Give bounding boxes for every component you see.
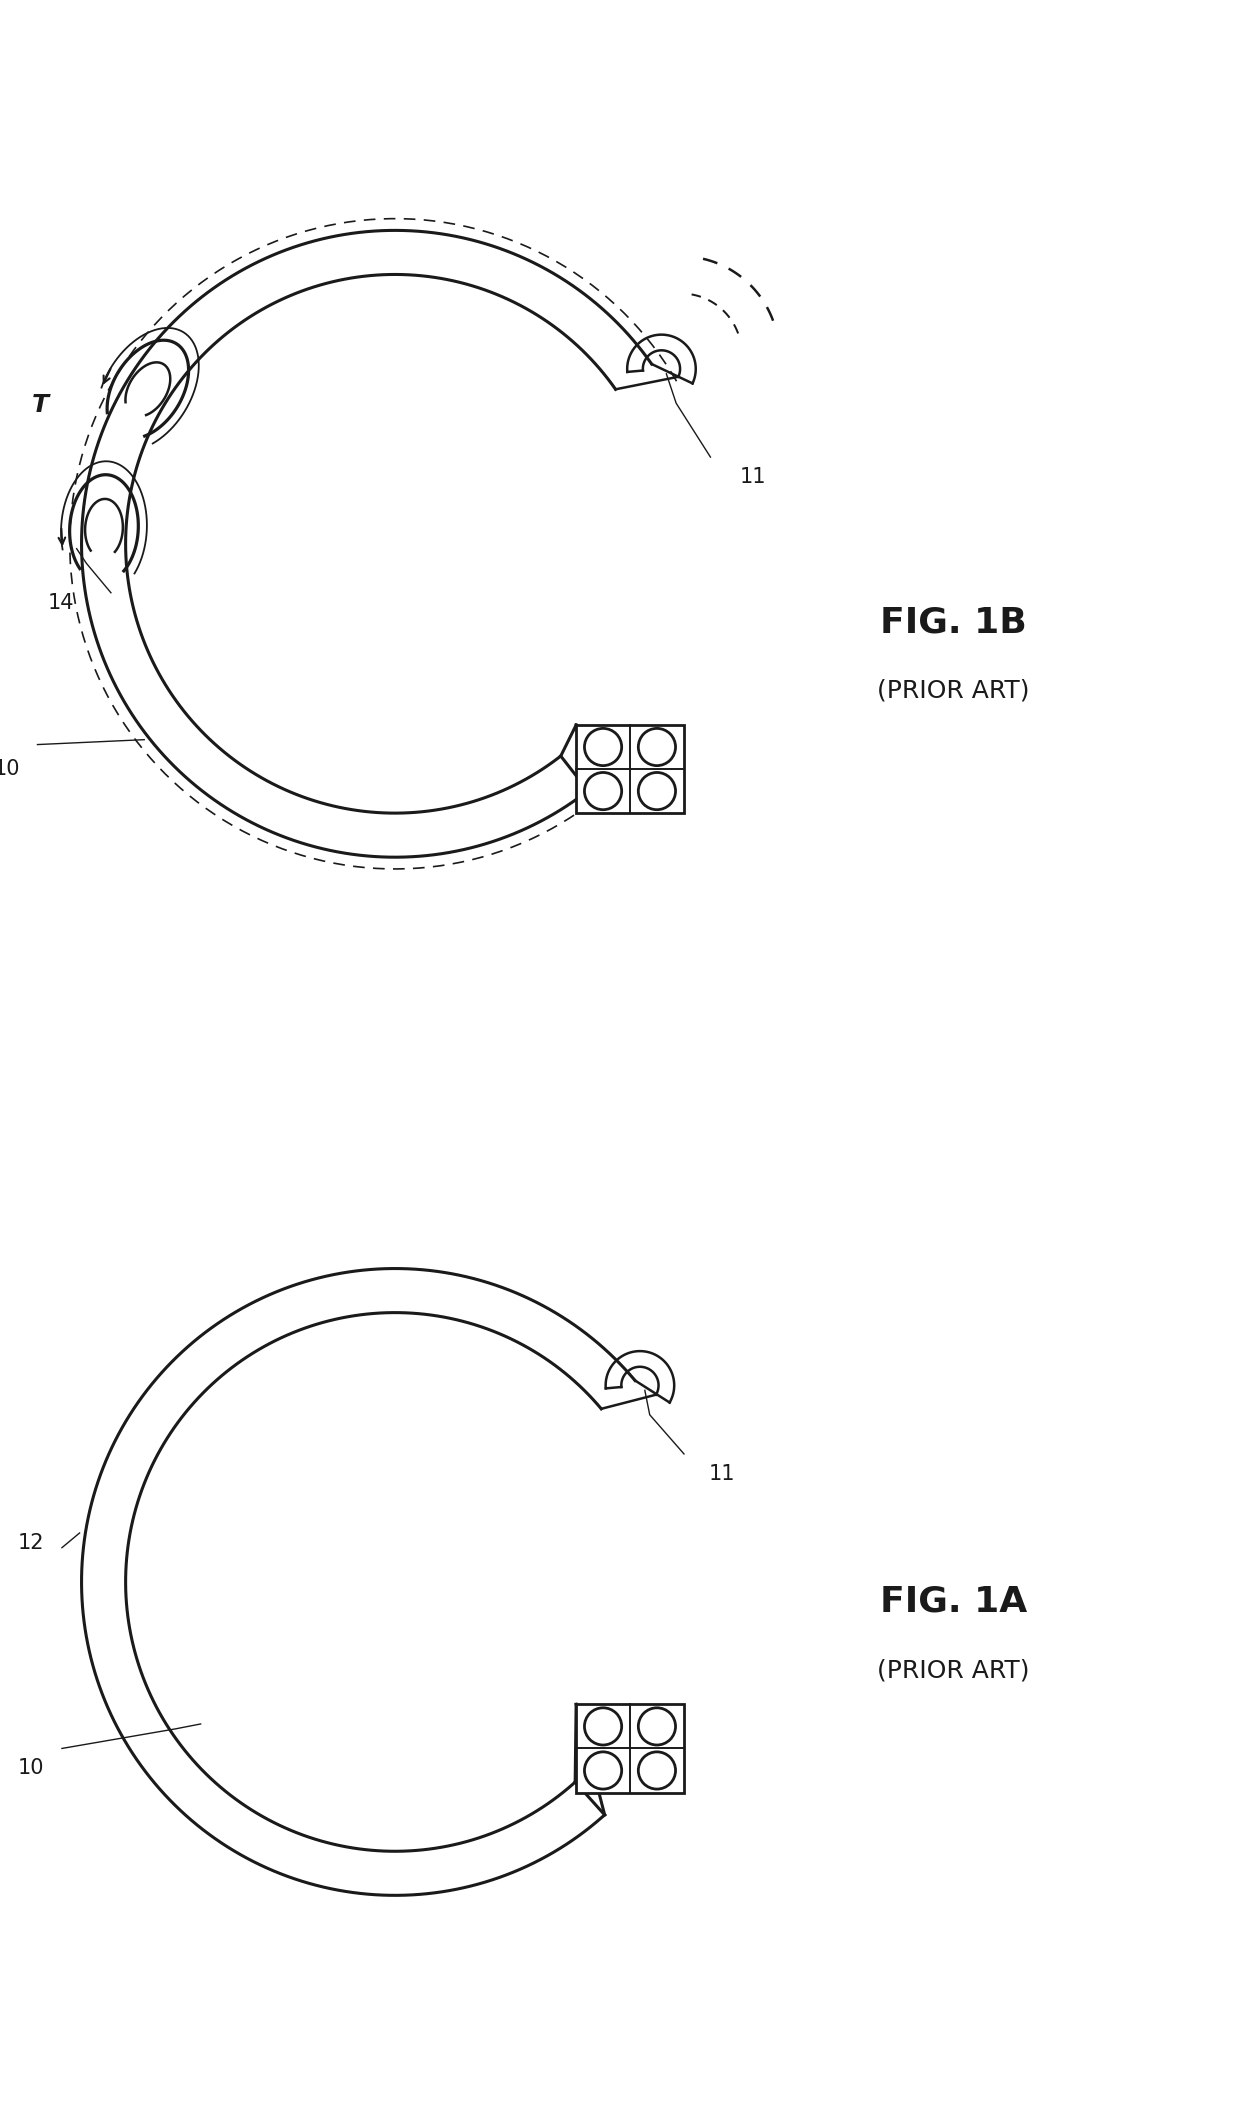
Circle shape: [639, 729, 676, 765]
Circle shape: [639, 773, 676, 809]
Circle shape: [584, 729, 621, 765]
Text: FIG. 1A: FIG. 1A: [879, 1585, 1027, 1619]
Text: 11: 11: [708, 1464, 735, 1483]
Text: 12: 12: [17, 1532, 45, 1553]
Text: T: T: [32, 393, 50, 416]
Text: FIG. 1B: FIG. 1B: [880, 604, 1027, 638]
Text: (PRIOR ART): (PRIOR ART): [877, 1659, 1029, 1682]
Text: (PRIOR ART): (PRIOR ART): [877, 678, 1029, 704]
Circle shape: [584, 1752, 621, 1790]
Text: 11: 11: [740, 467, 766, 486]
Circle shape: [584, 1707, 621, 1745]
Bar: [577, 1705, 684, 1792]
Text: 14: 14: [47, 592, 73, 613]
Circle shape: [584, 773, 621, 809]
Bar: [577, 725, 684, 814]
Circle shape: [639, 1752, 676, 1790]
Circle shape: [639, 1707, 676, 1745]
Text: 10: 10: [0, 759, 20, 780]
Text: 10: 10: [17, 1758, 45, 1777]
